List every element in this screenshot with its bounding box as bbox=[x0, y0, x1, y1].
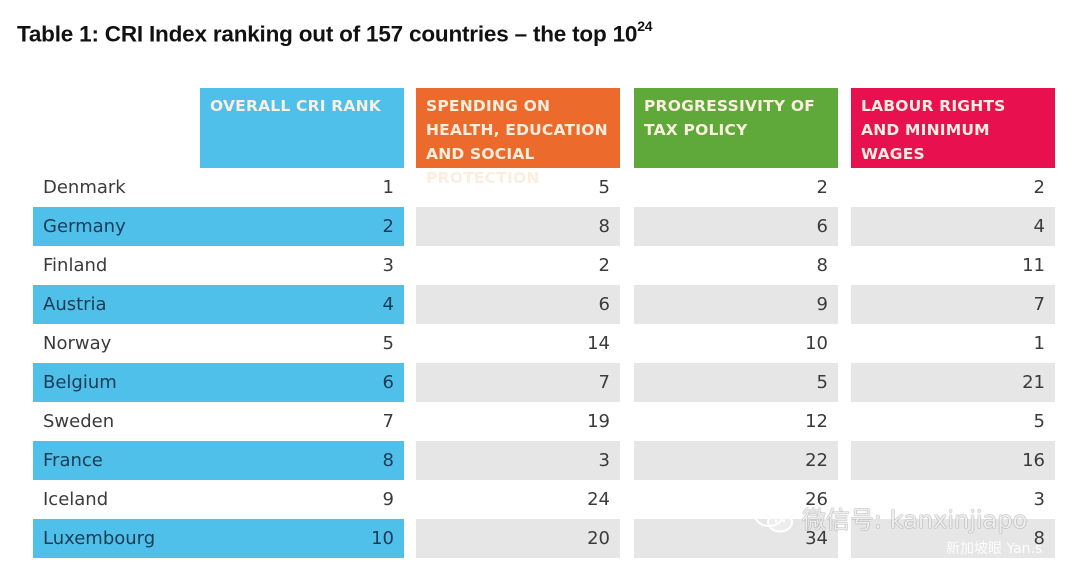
title-footnote: 24 bbox=[637, 18, 653, 34]
country-name: Denmark bbox=[43, 177, 126, 198]
tax-rank: 8 bbox=[816, 255, 828, 276]
overall-rank: 4 bbox=[382, 294, 394, 315]
labour-rank: 8 bbox=[851, 519, 1055, 558]
table-row: Iceland 9 24 26 3 bbox=[0, 480, 1080, 519]
overall-rank: 7 bbox=[382, 411, 394, 432]
overall-rank: 8 bbox=[382, 450, 394, 471]
country-cell: Luxembourg 10 bbox=[33, 519, 404, 558]
overall-rank: 5 bbox=[382, 333, 394, 354]
spending-rank: 5 bbox=[598, 177, 610, 198]
country-name: Iceland bbox=[43, 489, 109, 510]
tax-rank: 22 bbox=[634, 441, 838, 480]
country-cell: Germany 2 bbox=[33, 207, 404, 246]
spending-rank: 19 bbox=[587, 411, 610, 432]
wechat-icon bbox=[754, 502, 793, 532]
overall-rank: 10 bbox=[371, 528, 394, 549]
labour-rank: 11 bbox=[1022, 255, 1045, 276]
header-overall-cri-rank: OVERALL CRI RANK bbox=[200, 88, 404, 168]
header-tax-progressivity: PROGRESSIVITY OF TAX POLICY bbox=[634, 88, 838, 168]
table-row: Denmark 1 5 2 2 bbox=[0, 168, 1080, 207]
country-cell: Belgium 6 bbox=[33, 363, 404, 402]
labour-rank: 1 bbox=[1033, 333, 1045, 354]
country-name: France bbox=[43, 450, 103, 471]
table-row: Luxembourg 10 20 34 8 bbox=[0, 519, 1080, 558]
country-cell: Norway 5 bbox=[33, 324, 404, 363]
spending-rank: 8 bbox=[416, 207, 620, 246]
table-row: Germany 2 8 6 4 bbox=[0, 207, 1080, 246]
labour-rank: 21 bbox=[851, 363, 1055, 402]
header-spending: SPENDING ON HEALTH, EDUCATION AND SOCIAL… bbox=[416, 88, 620, 187]
labour-rank: 4 bbox=[851, 207, 1055, 246]
table-row: Finland 3 2 8 11 bbox=[0, 246, 1080, 285]
tax-rank: 10 bbox=[805, 333, 828, 354]
spending-rank: 6 bbox=[416, 285, 620, 324]
table-row: Sweden 7 19 12 5 bbox=[0, 402, 1080, 441]
country-name: Germany bbox=[43, 216, 126, 237]
country-name: Luxembourg bbox=[43, 528, 156, 549]
tax-rank: 2 bbox=[816, 177, 828, 198]
country-name: Finland bbox=[43, 255, 108, 276]
title-text: Table 1: CRI Index ranking out of 157 co… bbox=[17, 21, 638, 47]
tax-rank: 12 bbox=[805, 411, 828, 432]
tax-rank: 34 bbox=[634, 519, 838, 558]
country-cell: Austria 4 bbox=[33, 285, 404, 324]
tax-rank: 26 bbox=[805, 489, 828, 510]
tax-rank: 9 bbox=[634, 285, 838, 324]
tax-rank: 5 bbox=[634, 363, 838, 402]
country-name: Norway bbox=[43, 333, 112, 354]
country-cell: Sweden 7 bbox=[33, 402, 404, 441]
spending-rank: 3 bbox=[416, 441, 620, 480]
country-name: Sweden bbox=[43, 411, 115, 432]
overall-rank: 2 bbox=[382, 216, 394, 237]
watermark-text: 微信号: kanxinjiapo bbox=[802, 506, 1028, 534]
tax-rank: 6 bbox=[634, 207, 838, 246]
country-cell: Finland 3 bbox=[33, 246, 404, 285]
labour-rank: 5 bbox=[1033, 411, 1045, 432]
spending-rank: 20 bbox=[416, 519, 620, 558]
overall-rank: 9 bbox=[382, 489, 394, 510]
watermark: 微信号: kanxinjiapo bbox=[752, 500, 1027, 535]
table-row: France 8 3 22 16 bbox=[0, 441, 1080, 480]
labour-rank: 7 bbox=[851, 285, 1055, 324]
table-row: Austria 4 6 9 7 bbox=[0, 285, 1080, 324]
spending-rank: 24 bbox=[587, 489, 610, 510]
spending-rank: 7 bbox=[416, 363, 620, 402]
table-row: Belgium 6 7 5 21 bbox=[0, 363, 1080, 402]
labour-rank: 2 bbox=[1033, 177, 1045, 198]
spending-rank: 2 bbox=[598, 255, 610, 276]
overall-rank: 3 bbox=[382, 255, 394, 276]
country-name: Austria bbox=[43, 294, 107, 315]
watermark-subtext: 新加坡眼 Yan.s bbox=[946, 541, 1043, 557]
table-title: Table 1: CRI Index ranking out of 157 co… bbox=[17, 18, 653, 48]
country-cell: France 8 bbox=[33, 441, 404, 480]
overall-rank: 1 bbox=[382, 177, 394, 198]
labour-rank: 3 bbox=[1033, 489, 1045, 510]
labour-rank: 16 bbox=[851, 441, 1055, 480]
header-labour-rights: LABOUR RIGHTS AND MINIMUM WAGES bbox=[851, 88, 1055, 168]
country-cell: Iceland 9 bbox=[33, 480, 404, 519]
table-row: Norway 5 14 10 1 bbox=[0, 324, 1080, 363]
spending-rank: 14 bbox=[587, 333, 610, 354]
country-cell: Denmark 1 bbox=[33, 168, 404, 207]
country-name: Belgium bbox=[43, 372, 117, 393]
overall-rank: 6 bbox=[382, 372, 394, 393]
